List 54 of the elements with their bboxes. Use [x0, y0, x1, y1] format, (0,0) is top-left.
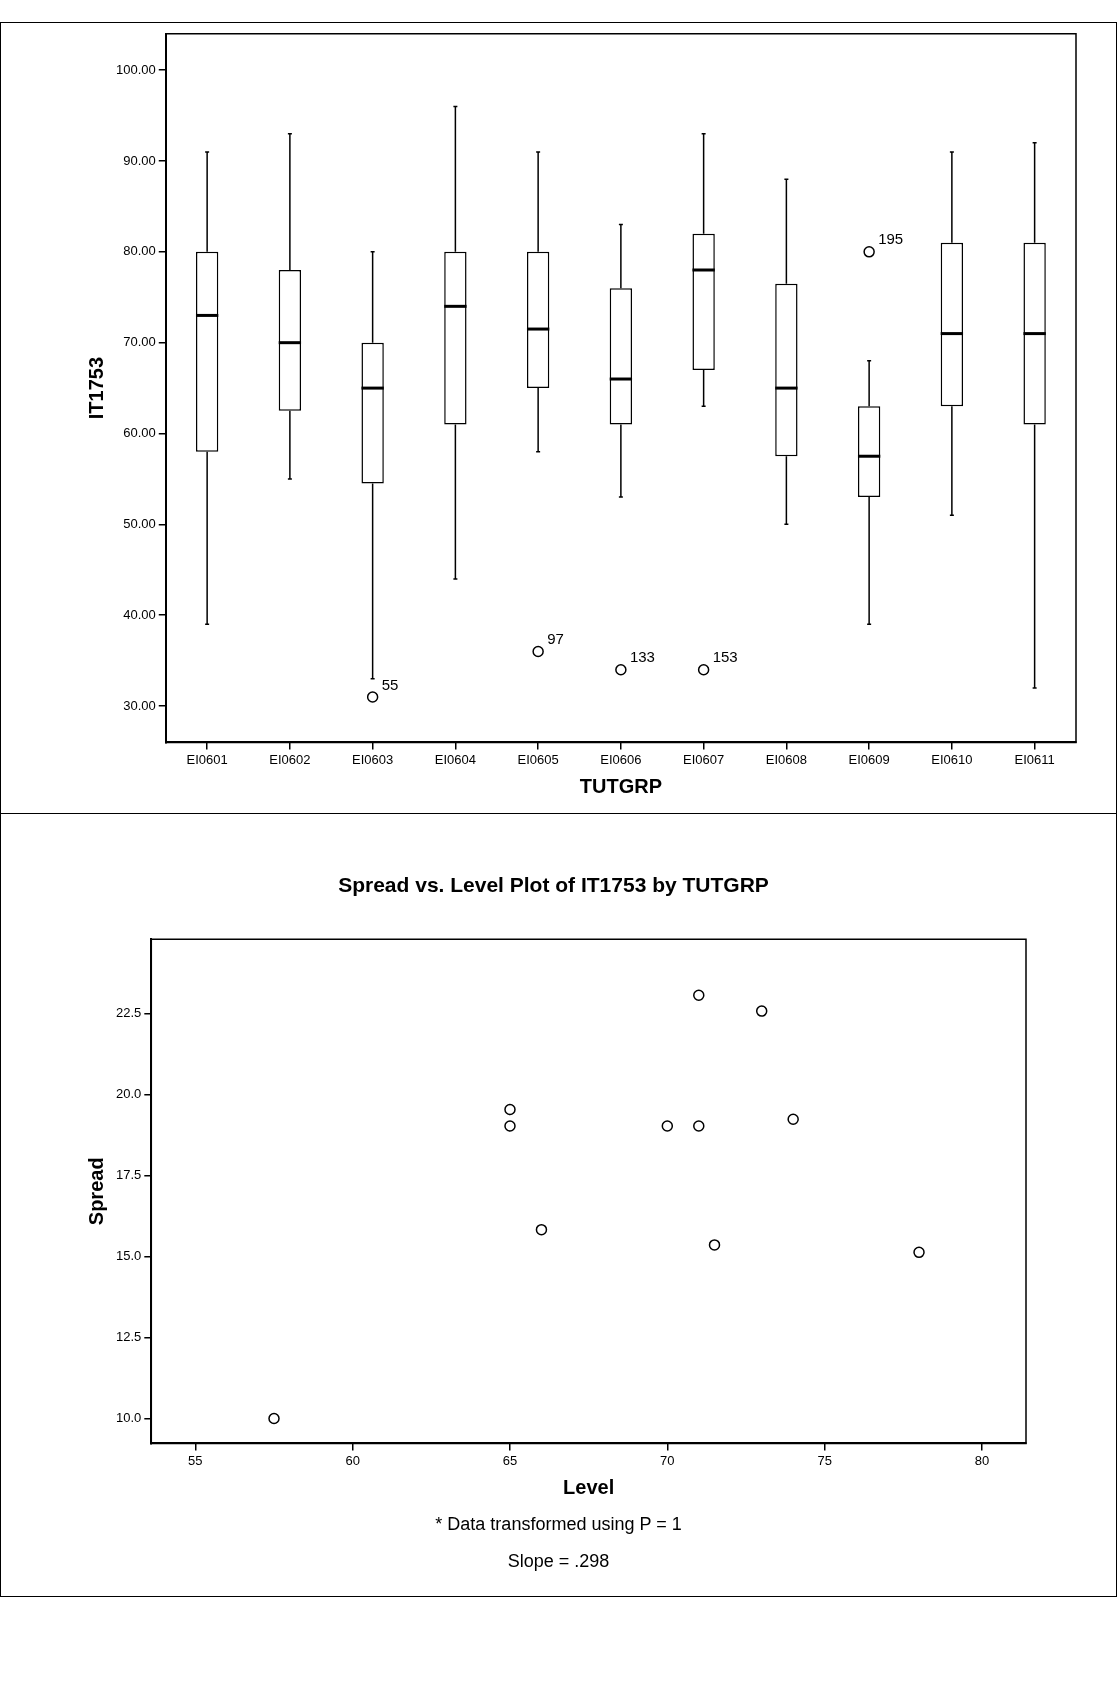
y-tick-label: 90.00 — [123, 152, 156, 168]
point — [504, 1120, 516, 1132]
y-tick-label: 70.00 — [123, 334, 156, 350]
y-tick-label: 100.00 — [116, 61, 156, 77]
point — [661, 1120, 674, 1132]
point — [787, 1113, 799, 1125]
y-tick-label: 80.00 — [123, 243, 156, 259]
x-tick-label: EI0611 — [1014, 751, 1055, 767]
point — [755, 1005, 768, 1017]
x-tick-label: EI0603 — [352, 751, 394, 767]
x-tick-label: 55 — [188, 1452, 203, 1468]
chart-title: Spread vs. Level Plot of IT1753 by TUTGRP — [338, 873, 769, 897]
x-tick-label: 80 — [974, 1452, 990, 1468]
x-tick-label: EI0605 — [517, 751, 559, 767]
x-tick-label: EI0606 — [600, 751, 642, 767]
annotation: 195 — [878, 230, 904, 248]
y-tick-label: 22.5 — [115, 1005, 142, 1021]
x-tick-label: EI0601 — [186, 751, 228, 767]
x-tick-label: EI0607 — [683, 751, 725, 767]
point — [693, 1120, 705, 1132]
y-tick-label: 60.00 — [123, 425, 156, 441]
y-axis-title: IT1753 — [84, 356, 107, 420]
annotation: 133 — [629, 648, 655, 666]
y-tick-label: 17.5 — [115, 1167, 142, 1183]
point — [913, 1246, 925, 1259]
x-tick-label: 65 — [502, 1452, 518, 1468]
y-tick-label: 50.00 — [123, 515, 156, 531]
y-tick-label: 12.5 — [115, 1329, 142, 1345]
x-tick-label: 75 — [817, 1452, 832, 1468]
x-axis-title: Level — [563, 1475, 615, 1498]
x-tick-label: 60 — [345, 1452, 360, 1468]
annotation: 55 — [381, 675, 399, 693]
y-tick-label: 10.0 — [115, 1410, 142, 1426]
point — [504, 1103, 516, 1116]
point — [535, 1223, 548, 1236]
y-axis-title: Spread — [84, 1157, 107, 1226]
x-tick-label: EI0602 — [269, 751, 311, 767]
text: * Data transformed using P = 1 — [434, 1514, 683, 1535]
x-tick-label: EI0608 — [765, 751, 807, 767]
text: Slope = .298 — [506, 1551, 611, 1572]
x-tick-label: EI0609 — [848, 751, 890, 767]
y-tick-label: 30.00 — [123, 697, 156, 713]
annotation: 97 — [547, 630, 564, 648]
x-tick-label: EI0604 — [434, 751, 476, 767]
y-tick-label: 40.00 — [123, 606, 156, 622]
x-tick-label: EI0610 — [931, 751, 973, 767]
x-tick-label: 70 — [660, 1452, 675, 1468]
y-tick-label: 20.0 — [115, 1086, 142, 1102]
point — [268, 1412, 280, 1425]
y-tick-label: 15.0 — [115, 1248, 142, 1264]
annotation: 153 — [712, 648, 738, 666]
x-axis-title: TUTGRP — [579, 774, 662, 797]
point — [708, 1239, 721, 1251]
point — [693, 989, 705, 1001]
